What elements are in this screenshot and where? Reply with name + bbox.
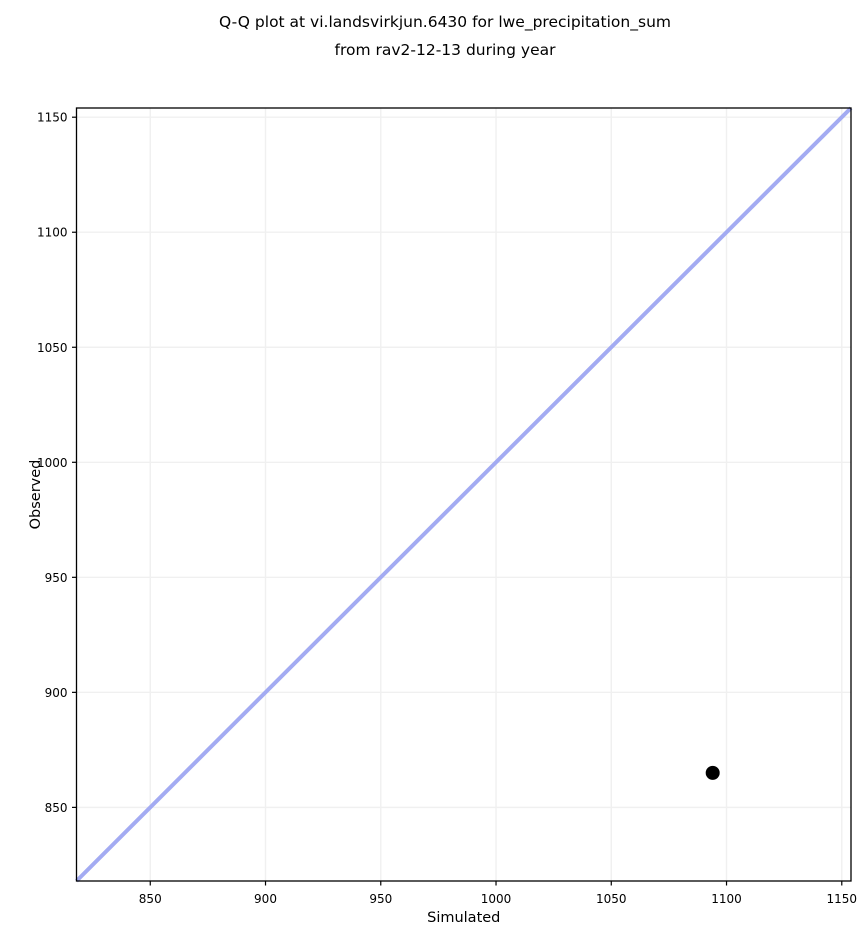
chart-title-line2: from rav2-12-13 during year	[334, 41, 556, 59]
x-tick-label: 1100	[711, 892, 742, 906]
y-tick-label: 1100	[37, 226, 68, 240]
y-axis-label: Observed	[28, 460, 44, 530]
x-tick-label: 1150	[827, 892, 858, 906]
grid-layer	[76, 108, 851, 881]
chart-title: Q-Q plot at vi.landsvirkjun.6430 for lwe…	[20, 8, 868, 64]
y-tick-label: 900	[45, 686, 68, 700]
identity-line	[75, 106, 853, 883]
axes-spines	[75, 107, 852, 882]
x-tick-label: 900	[254, 892, 277, 906]
x-tick-label: 850	[139, 892, 162, 906]
y-tick-label: 1150	[37, 111, 68, 125]
chart-title-line1: Q-Q plot at vi.landsvirkjun.6430 for lwe…	[219, 13, 671, 31]
x-axis-label: Simulated	[427, 910, 500, 926]
plot-frame	[75, 107, 852, 882]
data-point	[705, 765, 720, 780]
x-tick-label: 1000	[481, 892, 512, 906]
x-tick-label: 950	[369, 892, 392, 906]
y-tick-label: 1050	[37, 341, 68, 355]
series-layer	[75, 106, 853, 883]
y-tick-label: 850	[45, 801, 68, 815]
x-tick-label: 1050	[596, 892, 627, 906]
y-tick-label: 1000	[37, 456, 68, 470]
y-tick-label: 950	[45, 571, 68, 585]
tick-layer: 850 900 950 1000 1050 1100 1150 850 900 950 1000 10…	[37, 111, 857, 906]
